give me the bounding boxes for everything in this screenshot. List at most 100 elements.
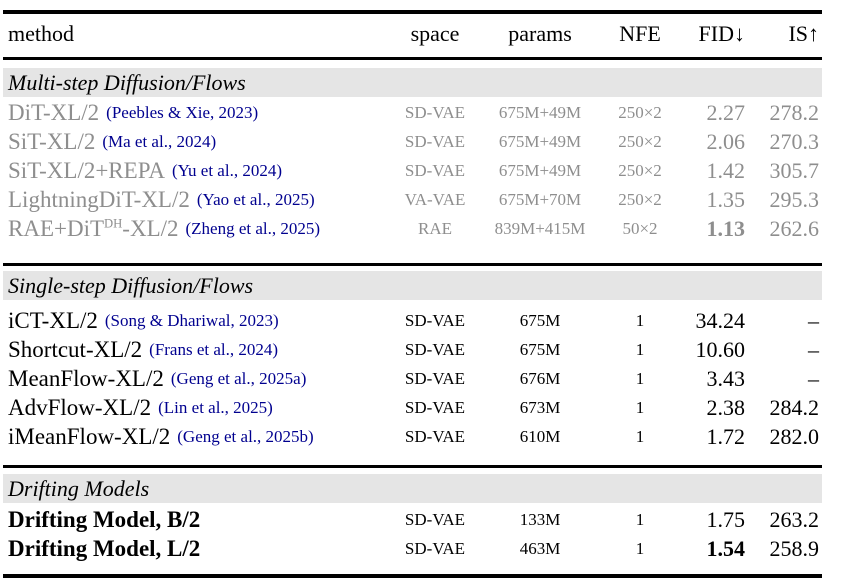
- citation-link[interactable]: (Song & Dhariwal, 2023): [104, 310, 279, 330]
- nfe-cell: 250×2: [618, 160, 662, 180]
- params-cell: 673M: [519, 397, 561, 417]
- nfe-cell: 1: [635, 509, 645, 529]
- is-cell: –: [808, 336, 819, 362]
- fid-cell: 1.72: [706, 423, 746, 449]
- method-name: Shortcut-XL/2: [8, 336, 143, 362]
- is-cell: 295.3: [769, 186, 820, 212]
- is-cell: 258.9: [769, 535, 820, 561]
- nfe-cell: 250×2: [618, 189, 662, 209]
- method-name: iCT-XL/2: [8, 307, 98, 333]
- method-name: AdvFlow-XL/2: [8, 394, 152, 420]
- table-row: MeanFlow-XL/2 (Geng et al., 2025a) SD-VA…: [0, 364, 860, 393]
- table-row: iMeanFlow-XL/2 (Geng et al., 2025b) SD-V…: [0, 422, 860, 451]
- nfe-cell: 1: [635, 397, 645, 417]
- method-cell: SiT-XL/2 (Ma et al., 2024): [8, 127, 396, 156]
- is-cell: 284.2: [769, 394, 820, 420]
- column-header-is: IS↑: [788, 21, 819, 46]
- method-cell: Shortcut-XL/2 (Frans et al., 2024): [8, 335, 396, 364]
- params-cell: 839M+415M: [494, 218, 586, 238]
- params-cell: 610M: [519, 426, 561, 446]
- method-name: DiT-XL/2: [8, 99, 100, 125]
- space-cell: SD-VAE: [404, 397, 466, 417]
- space-cell: SD-VAE: [404, 509, 466, 529]
- params-cell: 675M+49M: [498, 131, 582, 151]
- citation-link[interactable]: (Zheng et al., 2025): [185, 218, 321, 238]
- fid-cell: 2.06: [706, 128, 746, 154]
- params-cell: 675M+70M: [498, 189, 582, 209]
- section-rows-drifting: Drifting Model, B/2 SD-VAE 133M 1 1.75 2…: [0, 505, 860, 563]
- method-cell: Drifting Model, L/2: [8, 534, 396, 563]
- nfe-cell: 50×2: [622, 218, 658, 238]
- column-header-method: method: [8, 21, 74, 46]
- space-cell: SD-VAE: [404, 538, 466, 558]
- citation-link[interactable]: (Geng et al., 2025b): [177, 426, 314, 446]
- table-row: RAE+DiTDH-XL/2 (Zheng et al., 2025) RAE …: [0, 214, 860, 243]
- section-rule-2: [3, 465, 822, 468]
- nfe-cell: 1: [635, 426, 645, 446]
- table-header-row: method space params NFE FID↓ IS↑: [0, 16, 860, 52]
- nfe-cell: 1: [635, 310, 645, 330]
- is-cell: 263.2: [769, 506, 820, 532]
- citation-link[interactable]: (Ma et al., 2024): [102, 131, 217, 151]
- method-name: RAE+DiTDH-XL/2: [8, 215, 179, 241]
- method-cell: LightningDiT-XL/2 (Yao et al., 2025): [8, 185, 396, 214]
- space-cell: SD-VAE: [404, 131, 466, 151]
- params-cell: 133M: [519, 509, 561, 529]
- section-header-single-step: Single-step Diffusion/Flows: [3, 271, 822, 300]
- citation-link[interactable]: (Lin et al., 2025): [158, 397, 273, 417]
- space-cell: SD-VAE: [404, 339, 466, 359]
- space-cell: SD-VAE: [404, 426, 466, 446]
- nfe-cell: 1: [635, 368, 645, 388]
- nfe-cell: 1: [635, 339, 645, 359]
- fid-cell: 2.27: [706, 99, 746, 125]
- fid-cell: 1.35: [706, 186, 746, 212]
- method-cell: iMeanFlow-XL/2 (Geng et al., 2025b): [8, 422, 396, 451]
- is-cell: 278.2: [769, 99, 820, 125]
- header-rule: [3, 57, 822, 60]
- method-name: Drifting Model, B/2: [8, 506, 201, 532]
- fid-cell: 1.54: [706, 535, 746, 561]
- space-cell: SD-VAE: [404, 102, 466, 122]
- is-cell: –: [808, 307, 819, 333]
- section-header-drifting: Drifting Models: [3, 474, 822, 503]
- params-cell: 676M: [519, 368, 561, 388]
- column-header-params: params: [508, 21, 572, 46]
- table-row: Drifting Model, L/2 SD-VAE 463M 1 1.54 2…: [0, 534, 860, 563]
- method-cell: MeanFlow-XL/2 (Geng et al., 2025a): [8, 364, 396, 393]
- method-cell: RAE+DiTDH-XL/2 (Zheng et al., 2025): [8, 214, 396, 243]
- section-rule-1: [3, 263, 822, 266]
- method-cell: Drifting Model, B/2: [8, 505, 396, 534]
- space-cell: SD-VAE: [404, 368, 466, 388]
- table-row: iCT-XL/2 (Song & Dhariwal, 2023) SD-VAE …: [0, 306, 860, 335]
- citation-link[interactable]: (Peebles & Xie, 2023): [106, 102, 259, 122]
- nfe-cell: 1: [635, 538, 645, 558]
- fid-cell: 1.75: [706, 506, 746, 532]
- method-superscript: DH: [104, 215, 123, 230]
- table-row: LightningDiT-XL/2 (Yao et al., 2025) VA-…: [0, 185, 860, 214]
- table-row: SiT-XL/2 (Ma et al., 2024) SD-VAE 675M+4…: [0, 127, 860, 156]
- nfe-cell: 250×2: [618, 102, 662, 122]
- citation-link[interactable]: (Yao et al., 2025): [196, 189, 315, 209]
- space-cell: VA-VAE: [404, 189, 466, 209]
- fid-cell: 2.38: [706, 394, 746, 420]
- method-cell: DiT-XL/2 (Peebles & Xie, 2023): [8, 98, 396, 127]
- fid-cell: 3.43: [706, 365, 746, 391]
- is-cell: 262.6: [769, 215, 820, 241]
- method-name: SiT-XL/2+REPA: [8, 157, 165, 183]
- method-name: SiT-XL/2: [8, 128, 96, 154]
- citation-link[interactable]: (Yu et al., 2024): [171, 160, 282, 180]
- nfe-cell: 250×2: [618, 131, 662, 151]
- citation-link[interactable]: (Geng et al., 2025a): [170, 368, 307, 388]
- params-cell: 675M+49M: [498, 102, 582, 122]
- space-cell: RAE: [418, 218, 452, 238]
- method-name: LightningDiT-XL/2: [8, 186, 190, 212]
- top-rule: [3, 10, 822, 14]
- column-header-nfe: NFE: [619, 21, 661, 46]
- fid-cell: 1.42: [706, 157, 746, 183]
- method-name: Drifting Model, L/2: [8, 535, 201, 561]
- citation-link[interactable]: (Frans et al., 2024): [149, 339, 279, 359]
- is-cell: 270.3: [769, 128, 820, 154]
- params-cell: 463M: [519, 538, 561, 558]
- table-row: Shortcut-XL/2 (Frans et al., 2024) SD-VA…: [0, 335, 860, 364]
